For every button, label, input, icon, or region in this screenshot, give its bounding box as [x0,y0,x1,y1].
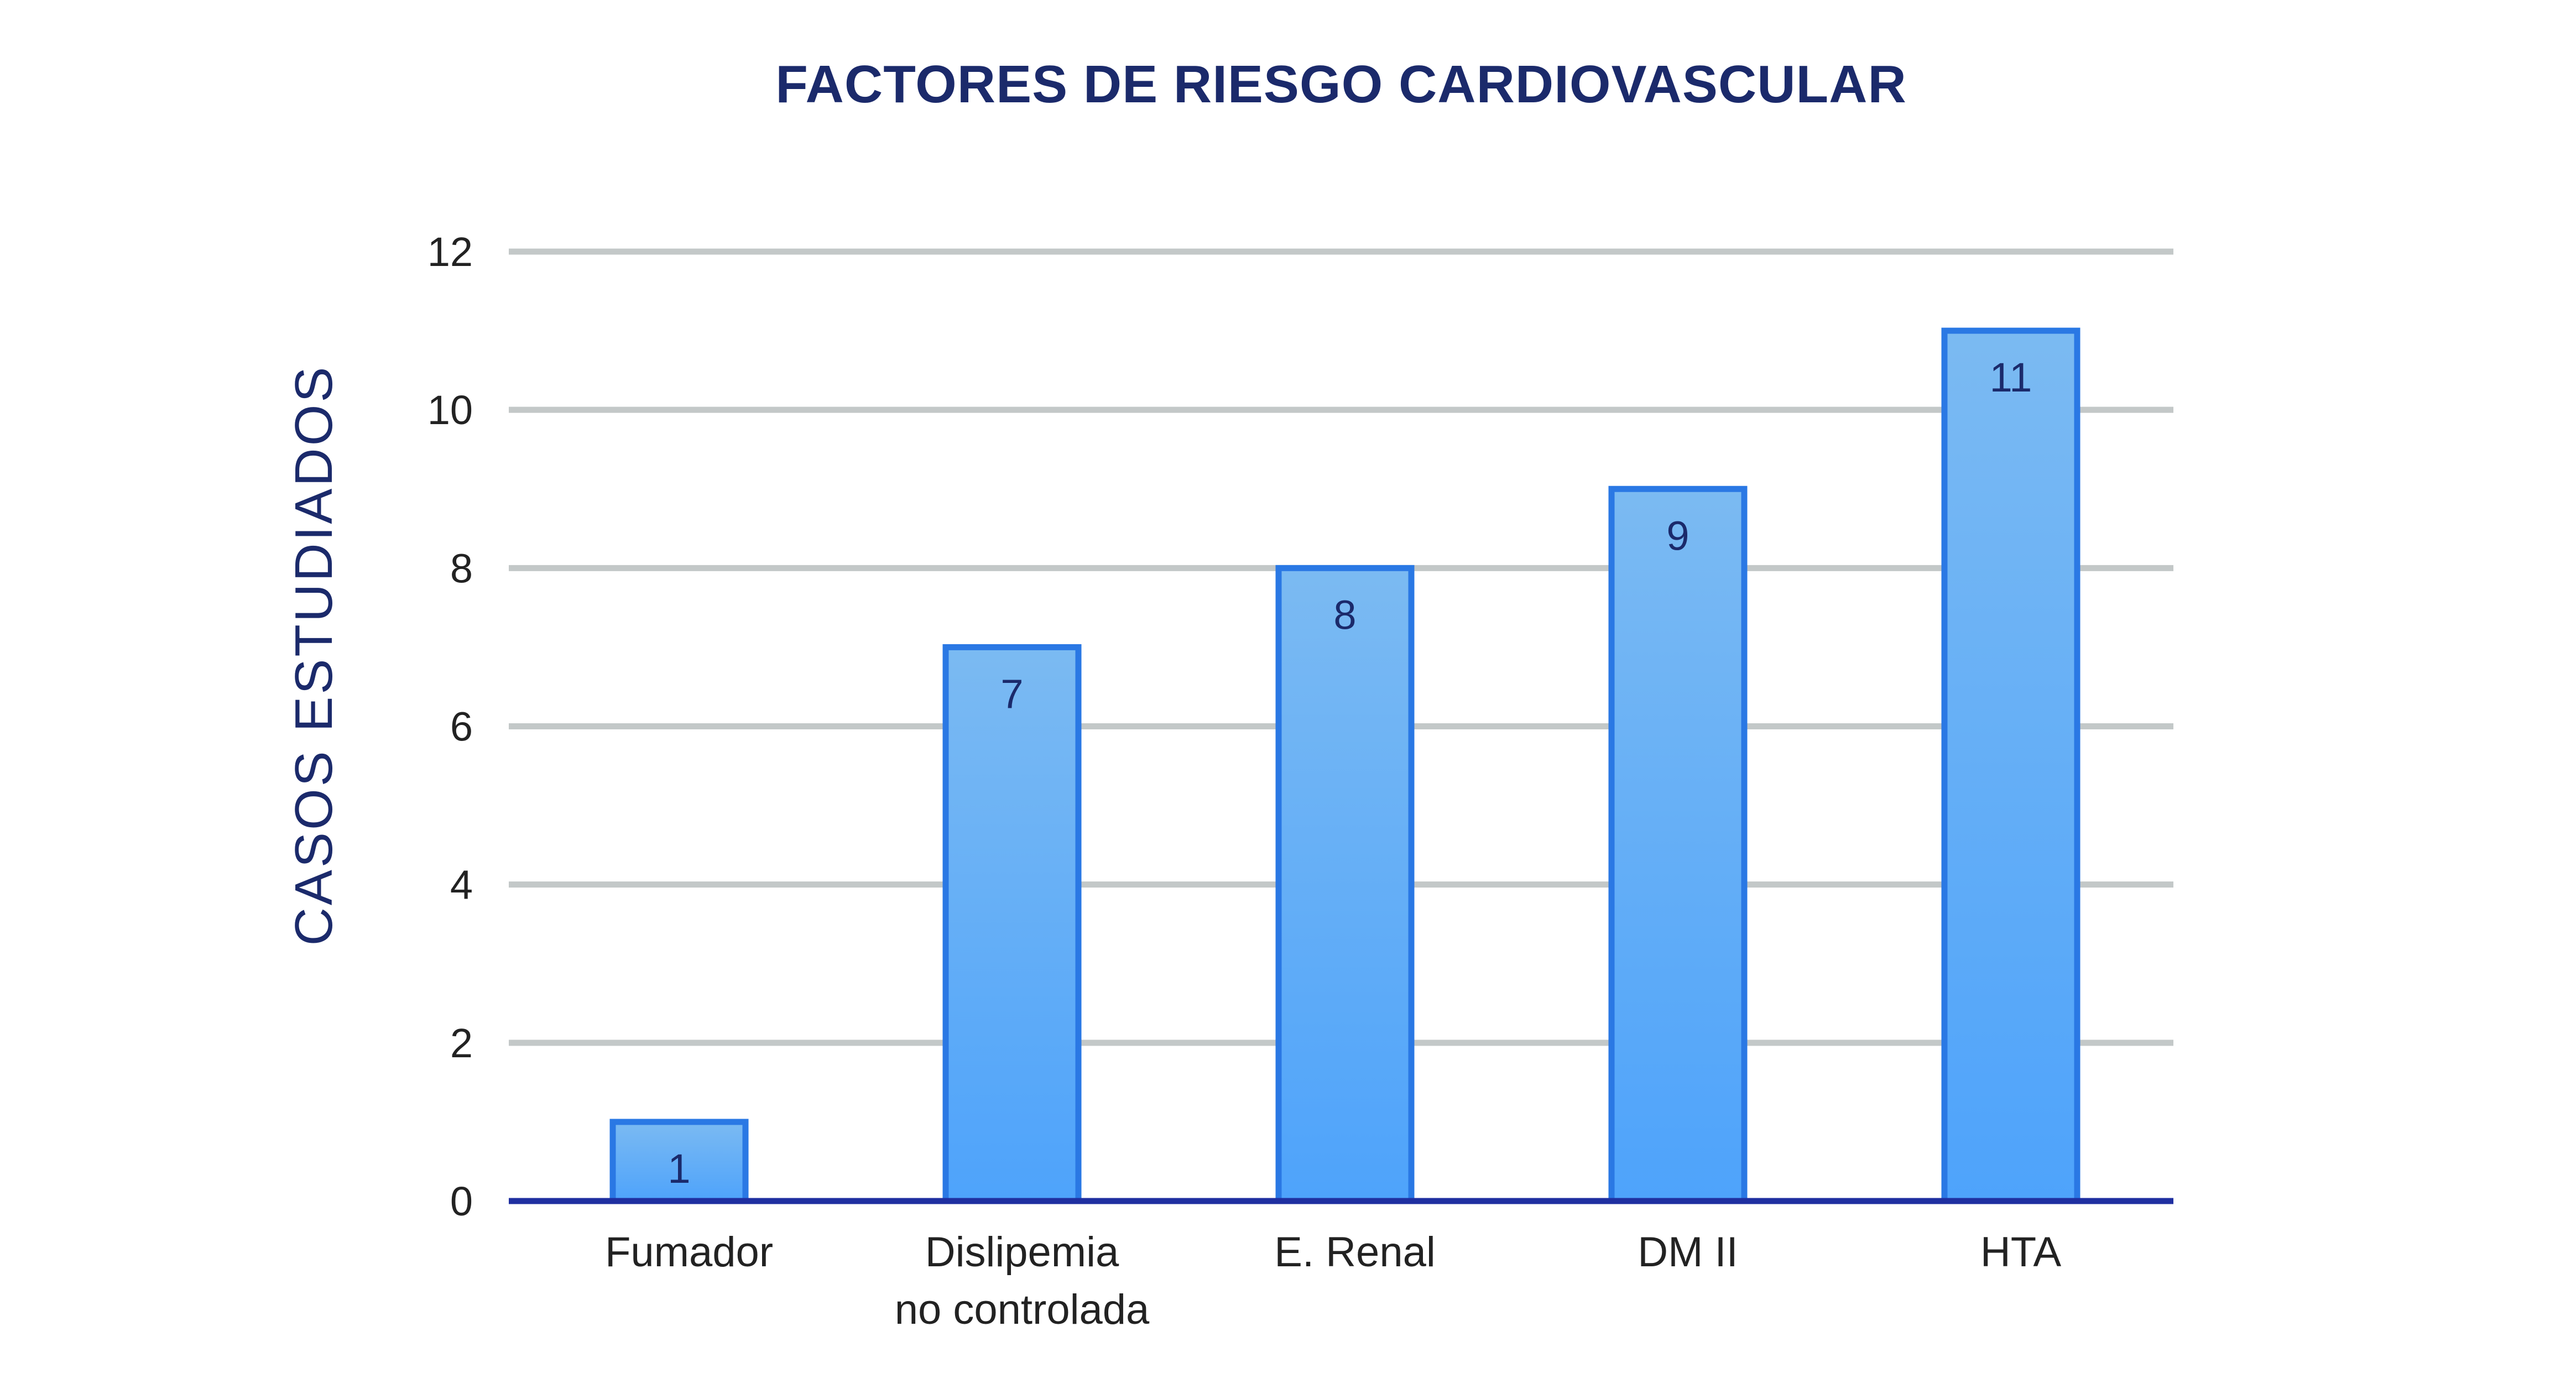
x-axis-categories: Fumador Dislipemia no controlada E. Renal DM… [605,1229,2062,1333]
y-tick-label: 4 [450,862,473,908]
y-axis-label: CASOS ESTUDIADOS [284,365,343,946]
bar [1608,485,1748,1204]
x-tick-label-line: Fumador [605,1229,773,1276]
x-tick-label-line: HTA [1980,1229,2062,1276]
data-label: 8 [1333,592,1356,638]
x-tick-label-line: E. Renal [1274,1229,1436,1276]
bars [609,327,2080,1204]
x-tick-label: Fumador [605,1229,773,1276]
y-tick-label: 8 [450,545,473,591]
y-tick-label: 0 [450,1178,473,1224]
data-label: 1 [668,1146,690,1192]
y-tick-label: 12 [427,229,473,275]
data-labels: 1 7 8 9 11 [668,354,2032,1192]
chart-title: FACTORES DE RIESGO CARDIOVASCULAR [775,55,1907,114]
y-tick-label: 2 [450,1020,473,1066]
bar [1941,327,2080,1204]
y-tick-label: 10 [427,387,473,433]
data-label: 11 [1990,354,2032,400]
x-tick-label-line: no controlada [895,1286,1150,1333]
bar [1275,565,1415,1204]
x-tick-label: Dislipemia no controlada [895,1229,1150,1333]
bar [942,644,1082,1204]
y-tick-label: 6 [450,704,473,750]
x-tick-label: HTA [1980,1229,2062,1276]
data-label: 9 [1666,513,1689,558]
x-tick-label: E. Renal [1274,1229,1436,1276]
y-axis-ticks: 0 2 4 6 8 10 12 [427,229,473,1224]
x-tick-label-line: Dislipemia [925,1229,1119,1276]
data-label: 7 [1000,671,1023,717]
x-tick-label-line: DM II [1638,1229,1738,1276]
x-tick-label: DM II [1638,1229,1738,1276]
